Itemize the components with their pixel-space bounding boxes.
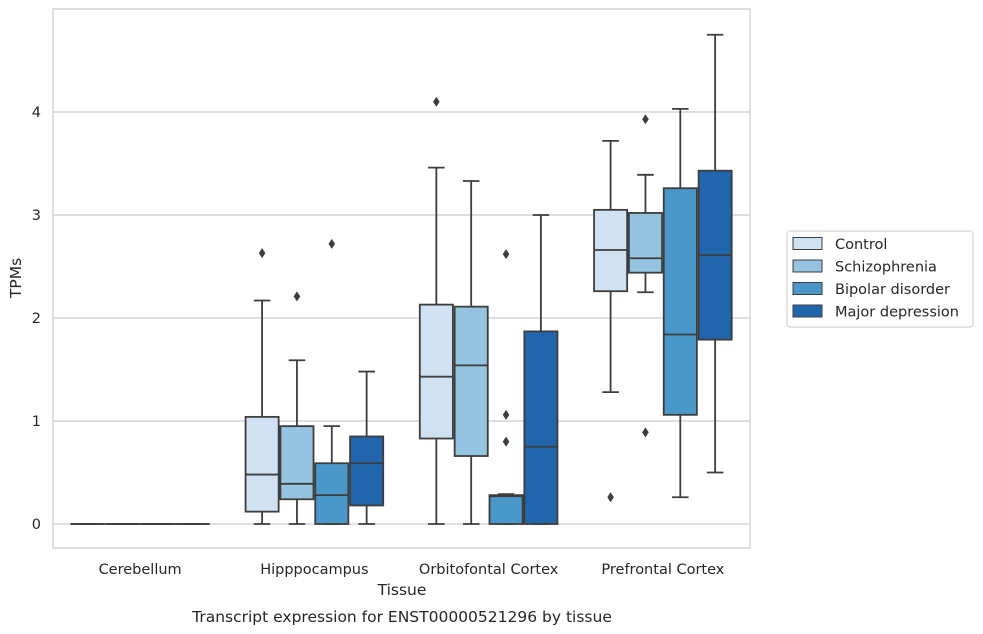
legend-swatch [792,237,823,250]
x-axis-title: Tissue [377,581,427,599]
box-body [627,212,663,274]
box-1-3 [349,370,385,525]
outlier-point [642,114,649,125]
outlier-point [607,492,614,503]
chart-caption: Transcript expression for ENST0000052129… [191,608,612,626]
x-tick-label: Prefrontal Cortex [601,562,724,578]
outlier-point [642,427,649,438]
box-1-1 [279,291,315,525]
box-body [418,303,454,440]
box-1-0 [244,248,280,525]
y-axis-title: TPMs [7,258,25,299]
y-tick-label: 0 [32,517,41,533]
legend-swatch [792,259,823,273]
box-2-2 [488,249,524,525]
box-body [244,415,280,513]
legend-label: Schizophrenia [835,260,937,276]
box-body [314,462,350,525]
box-body [453,305,489,457]
legend-swatch [792,282,823,295]
x-axis-ticks: Cerebellum Hipppocampus Orbitofontal Corte… [99,562,725,578]
x-tick-label: Cerebellum [99,562,182,578]
box-body [488,494,524,525]
box-2-0 [418,96,454,525]
outlier-point [433,96,440,107]
y-tick-label: 2 [32,311,41,327]
box-3-2 [662,108,698,499]
legend-swatch [792,304,823,318]
outlier-point [258,248,266,259]
plot-background [53,9,750,548]
y-tick-label: 3 [32,208,41,224]
box-body [523,330,559,525]
box-3-3 [697,33,733,474]
outlier-point [502,436,510,447]
box-3-0 [593,139,629,503]
legend: Control Schizophrenia Bipolar disorder Majo… [786,230,974,328]
plot-frame [52,8,751,549]
box-1-2 [314,238,350,525]
legend-label: Control [835,237,887,253]
outlier-point [502,409,510,420]
y-tick-label: 4 [32,105,41,121]
box-2-3 [523,214,559,525]
box-2-1 [453,180,489,525]
outlier-point [328,238,336,249]
x-tick-label: Hipppocampus [260,562,368,578]
box-body [279,425,315,501]
box-body [662,187,698,416]
y-tick-label: 1 [32,414,41,430]
box-3-1 [627,114,663,438]
outlier-point [293,291,301,302]
outlier-point [502,249,510,260]
legend-frame [786,230,974,328]
x-tick-label: Orbitofontal Cortex [419,562,559,578]
box-body [349,435,385,507]
legend-label: Bipolar disorder [835,282,950,298]
legend-label: Major depression [835,305,959,321]
y-axis-ticks: 0 1 2 3 4 [32,105,41,533]
box-series [70,33,733,525]
